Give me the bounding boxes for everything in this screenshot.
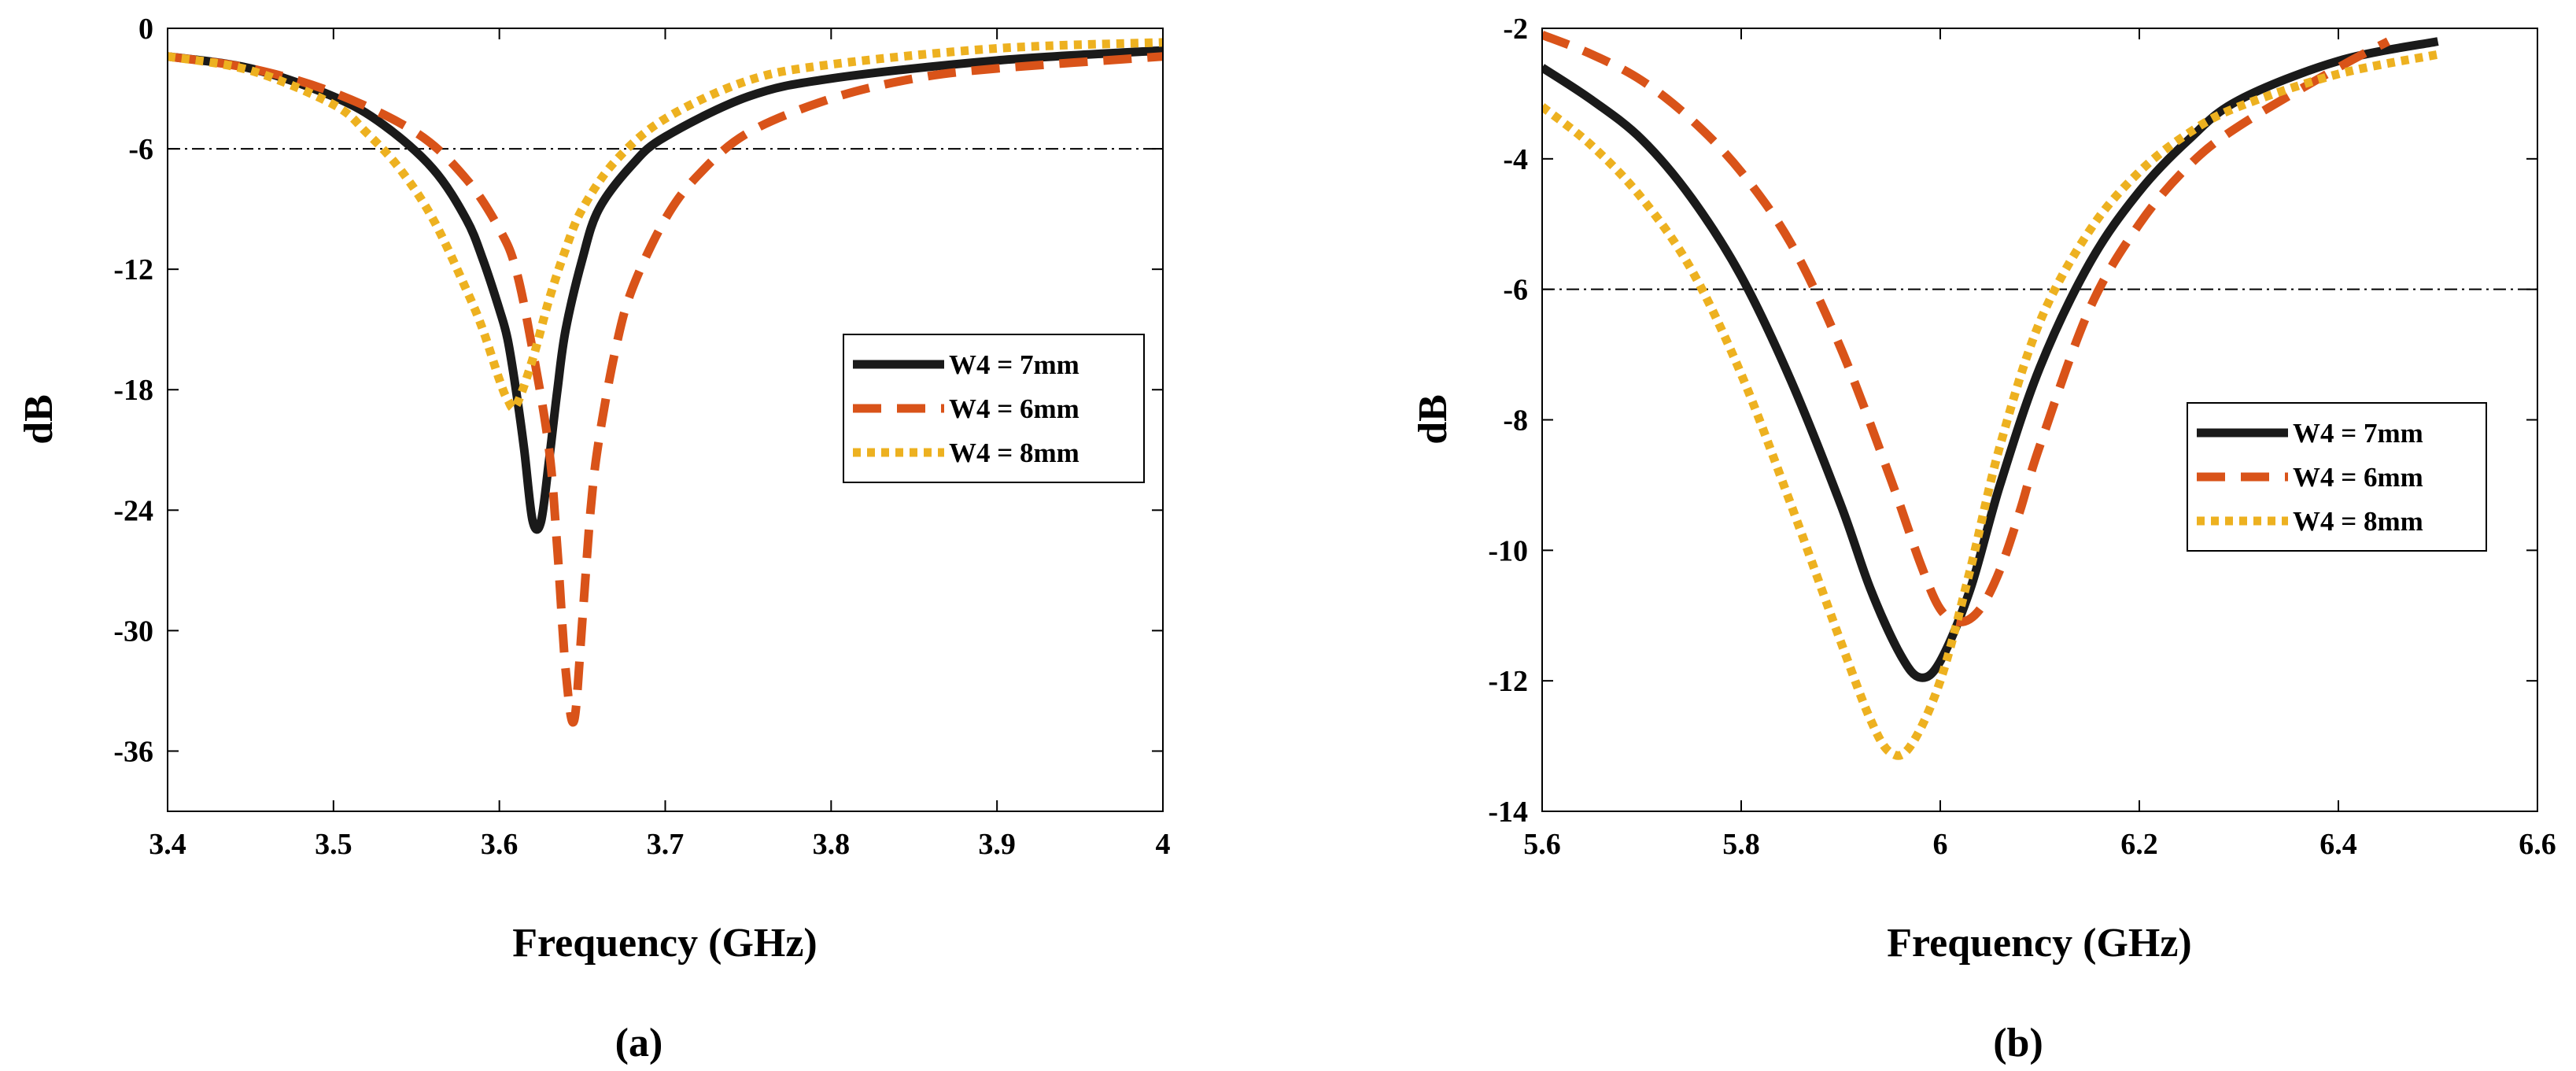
series-line-a-w4-8mm [168, 38, 1163, 413]
series-line-b-w4-7mm [1542, 37, 2439, 682]
x-tick-label: 5.6 [1523, 828, 1561, 861]
x-axis-label-b: Frequency (GHz) [1887, 921, 2192, 966]
y-axis-label-b: dB [1411, 394, 1456, 445]
legend-entry: W4 = 6mm [949, 393, 1079, 424]
y-tick-label: -24 [113, 494, 153, 527]
y-tick-label: -36 [113, 735, 153, 768]
x-tick-label: 3.6 [481, 828, 519, 861]
x-tick-label: 6 [1933, 828, 1948, 861]
x-tick-label: 3.8 [813, 828, 851, 861]
x-tick-label: 6.2 [2120, 828, 2158, 861]
legend-entry: W4 = 8mm [2293, 506, 2423, 537]
y-tick-label: -4 [1503, 143, 1528, 176]
y-tick-label: -12 [1488, 665, 1528, 698]
x-tick-label: 4 [1156, 828, 1171, 861]
series-line-a-w4-7mm [168, 46, 1163, 534]
x-tick-label: 3.9 [978, 828, 1016, 861]
panel-label-b: (b) [1993, 1021, 2043, 1065]
y-tick-label: -12 [113, 253, 153, 286]
y-tick-label: -14 [1488, 796, 1528, 829]
x-tick-label: 5.8 [1722, 828, 1760, 861]
legend-box-b [2187, 402, 2487, 552]
y-axis-label-a: dB [17, 394, 61, 445]
series-line-b-w4-8mm [1542, 50, 2439, 760]
series-line-b-w4-6mm [1542, 31, 2390, 626]
x-axis-label-a: Frequency (GHz) [512, 921, 817, 966]
x-tick-label: 3.5 [315, 828, 352, 861]
y-tick-label: -10 [1488, 534, 1528, 567]
chart-panel-a: 3.4 3.5 3.6 3.7 3.8 3.9 4 0 -6 -12 -18 -24 -30 -36 W4… [17, 13, 1171, 1065]
legend-entry: W4 = 8mm [949, 438, 1079, 468]
panel-label-a: (a) [615, 1021, 663, 1065]
y-tick-label: -8 [1503, 404, 1528, 438]
series-line-a-w4-6mm [168, 52, 1163, 727]
y-tick-label: -6 [1503, 274, 1528, 307]
y-tick-label: -30 [113, 615, 153, 648]
chart-panel-b: 5.6 5.8 6 6.2 6.4 6.6 -2 -4 -6 -8 -10 -12 -14 W4 = 7… [1411, 13, 2556, 1065]
x-tick-label: 3.4 [149, 828, 186, 861]
x-tick-label: 6.4 [2320, 828, 2357, 861]
legend-box-a [843, 334, 1145, 483]
legend-entry: W4 = 7mm [949, 349, 1079, 380]
x-tick-label: 3.7 [647, 828, 685, 861]
legend-entry: W4 = 6mm [2293, 462, 2423, 493]
x-tick-label: 6.6 [2519, 828, 2556, 861]
y-tick-label: -6 [128, 133, 153, 166]
y-tick-label: -2 [1503, 13, 1528, 46]
y-tick-label: 0 [138, 13, 153, 46]
y-tick-label: -18 [113, 374, 153, 407]
legend-entry: W4 = 7mm [2293, 418, 2423, 449]
